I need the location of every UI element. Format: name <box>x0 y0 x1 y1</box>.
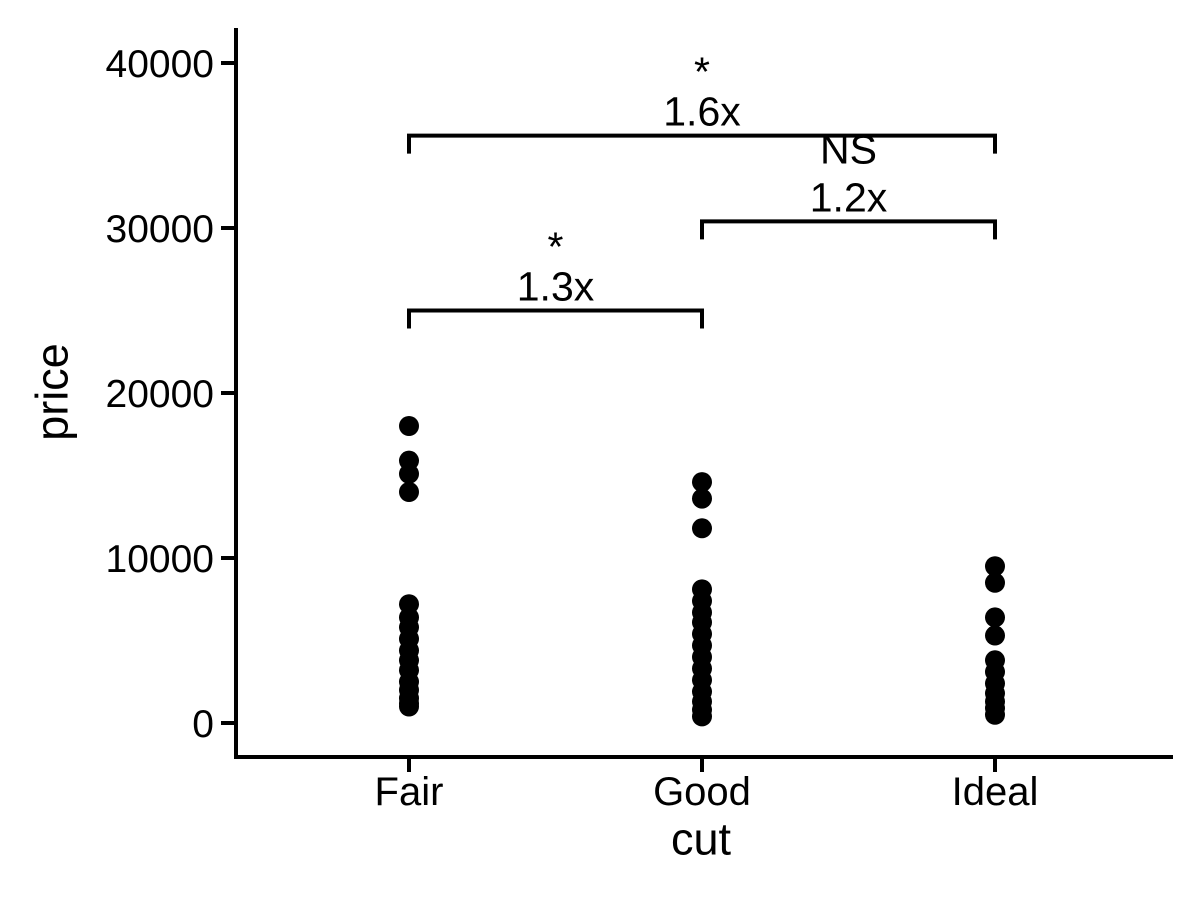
data-point-fair <box>399 416 419 436</box>
significance-label: NS <box>820 126 877 172</box>
data-point-good <box>692 488 712 509</box>
ratio-label: 1.6x <box>663 89 741 135</box>
y-axis-title: price <box>26 343 78 441</box>
significance-bracket-fair-ideal <box>407 133 997 154</box>
data-point-good <box>692 518 712 539</box>
x-axis-title: cut <box>670 813 732 865</box>
y-tick-label: 10000 <box>106 538 214 581</box>
data-point-fair <box>399 482 419 502</box>
data-point-ideal <box>985 572 1005 593</box>
y-tick-label: 0 <box>192 703 214 746</box>
y-tick-label: 20000 <box>106 373 214 416</box>
data-point-good <box>692 706 712 727</box>
ratio-label: 1.2x <box>810 174 888 220</box>
data-point-fair <box>399 463 419 484</box>
x-tick-label-fair: Fair <box>375 770 444 814</box>
x-tick-label-good: Good <box>653 770 751 814</box>
ratio-label: 1.3x <box>517 264 595 310</box>
x-tick-label-ideal: Ideal <box>952 770 1039 814</box>
data-point-good <box>692 472 712 493</box>
data-point-ideal <box>985 556 1005 577</box>
significance-label: * <box>694 49 710 95</box>
data-point-ideal <box>985 704 1005 725</box>
significance-bracket-fair-good <box>407 308 704 329</box>
data-point-ideal <box>985 625 1005 646</box>
data-point-fair <box>399 696 419 717</box>
y-tick-label: 40000 <box>106 43 214 86</box>
y-tick-label: 30000 <box>106 208 214 251</box>
data-point-ideal <box>985 607 1005 628</box>
significance-label: * <box>548 224 564 270</box>
significance-bracket-good-ideal <box>700 219 997 240</box>
